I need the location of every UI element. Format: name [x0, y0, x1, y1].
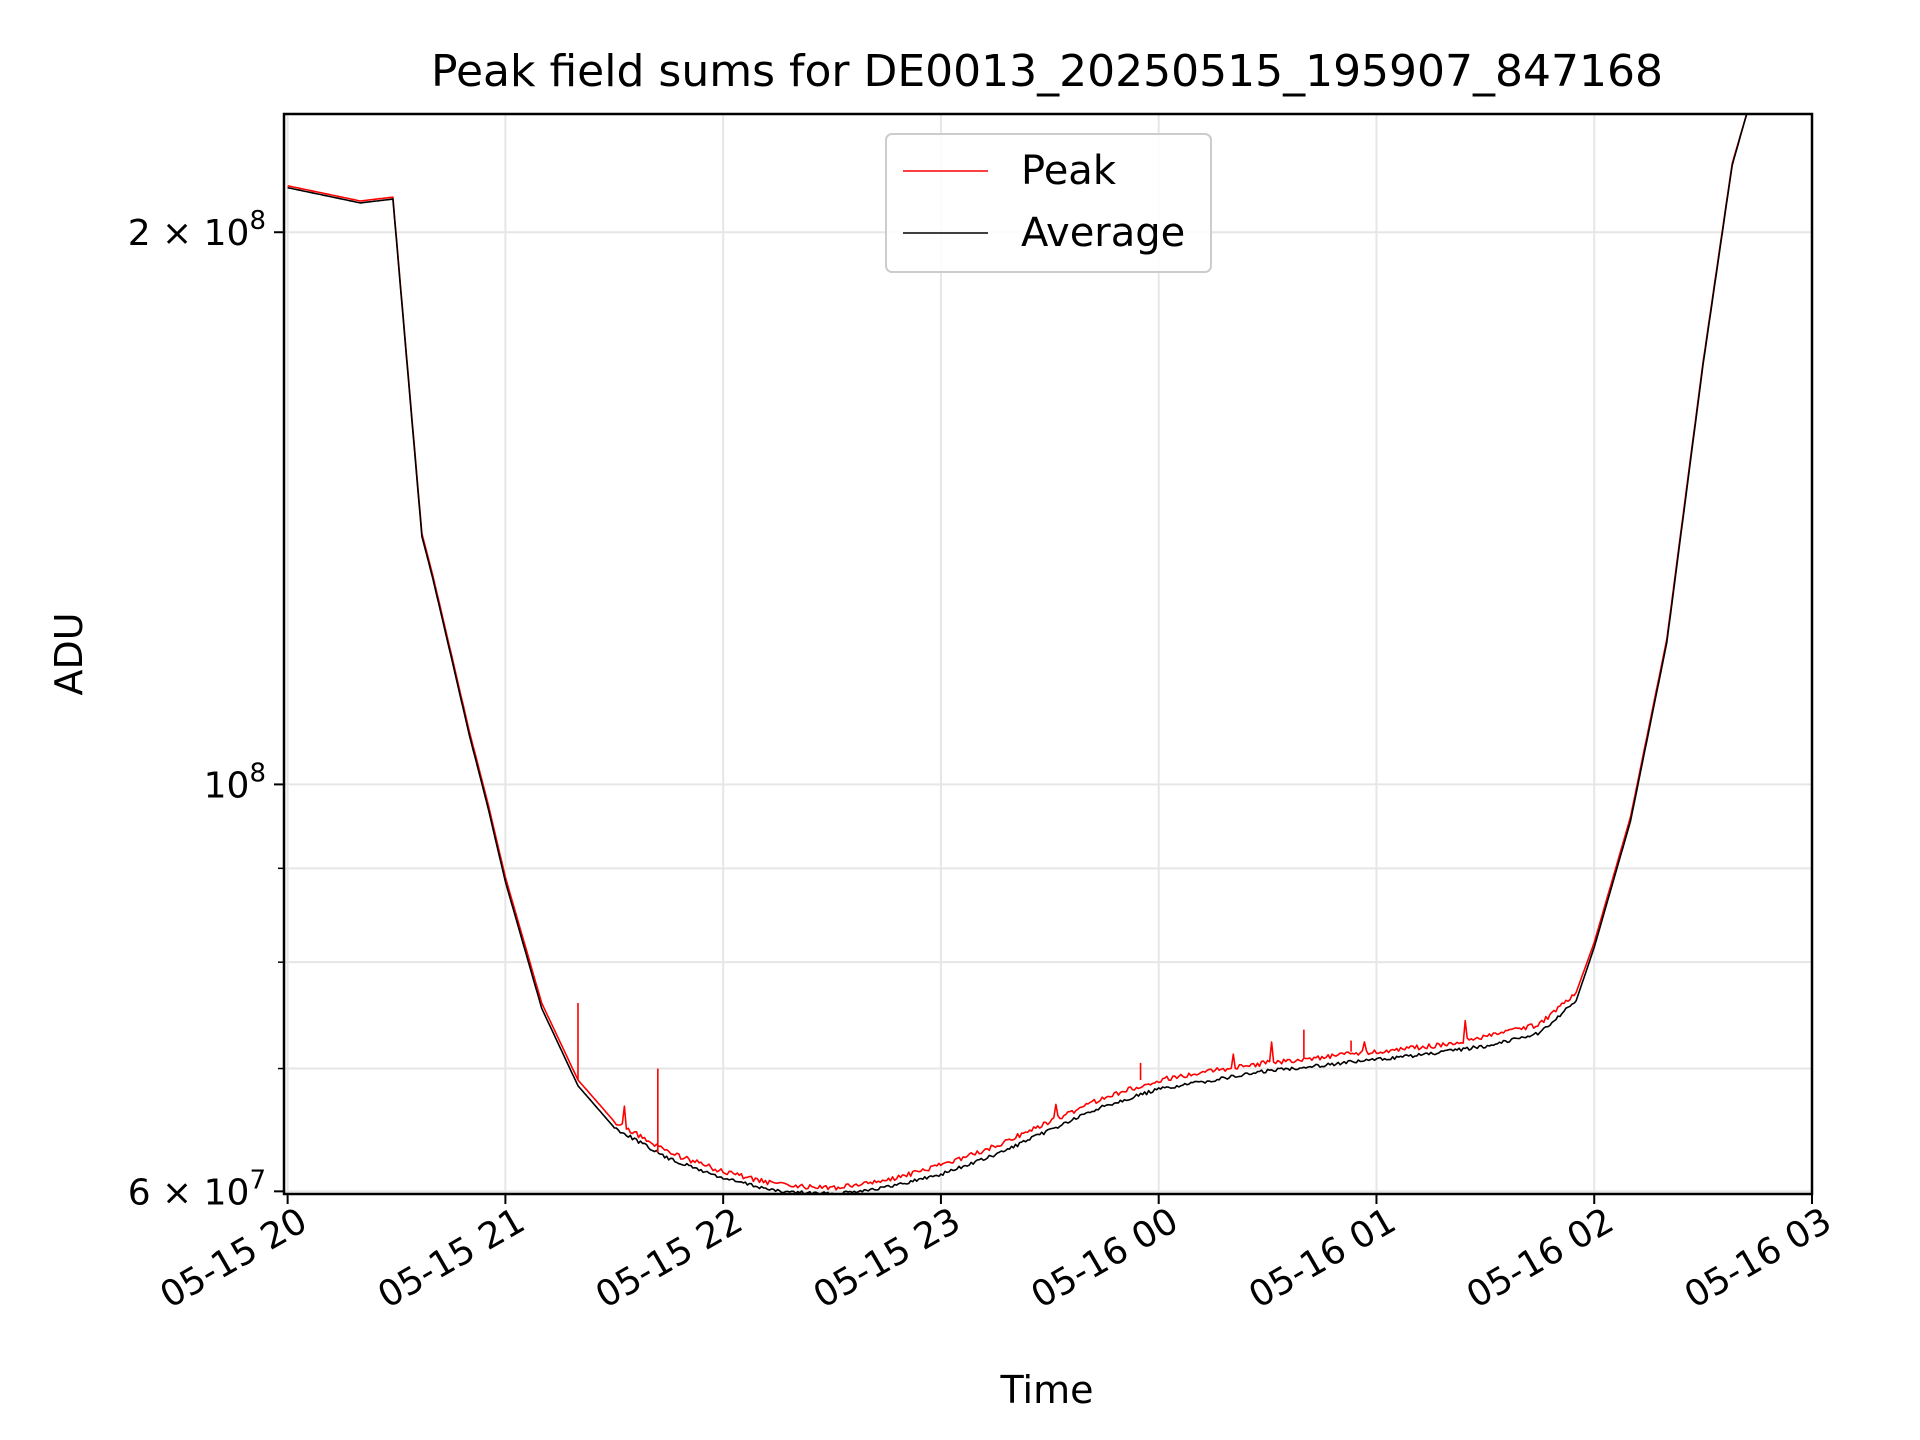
series-line-peak: [287, 114, 1748, 1191]
grid: [284, 114, 1812, 1194]
legend-label-average: Average: [1021, 210, 1185, 256]
legend-box: [885, 133, 1212, 273]
y-axis-label: ADU: [47, 612, 91, 695]
legend-label-peak: Peak: [1021, 148, 1117, 194]
x-axis-label: Time: [1000, 1368, 1094, 1412]
chart-title: Peak field sums for DE0013_20250515_1959…: [431, 46, 1663, 97]
series-line-average: [287, 114, 1748, 1194]
series-lines: [287, 114, 1748, 1194]
y-tick-label: 108: [204, 758, 266, 806]
plot-frame: [282, 112, 1814, 1196]
legend: Peak Average: [885, 133, 1212, 273]
y-axis: 6 × 107 108 2 × 108: [128, 206, 284, 1213]
y-tick-label: 2 × 108: [128, 206, 266, 254]
y-tick-label: 6 × 107: [128, 1165, 266, 1213]
